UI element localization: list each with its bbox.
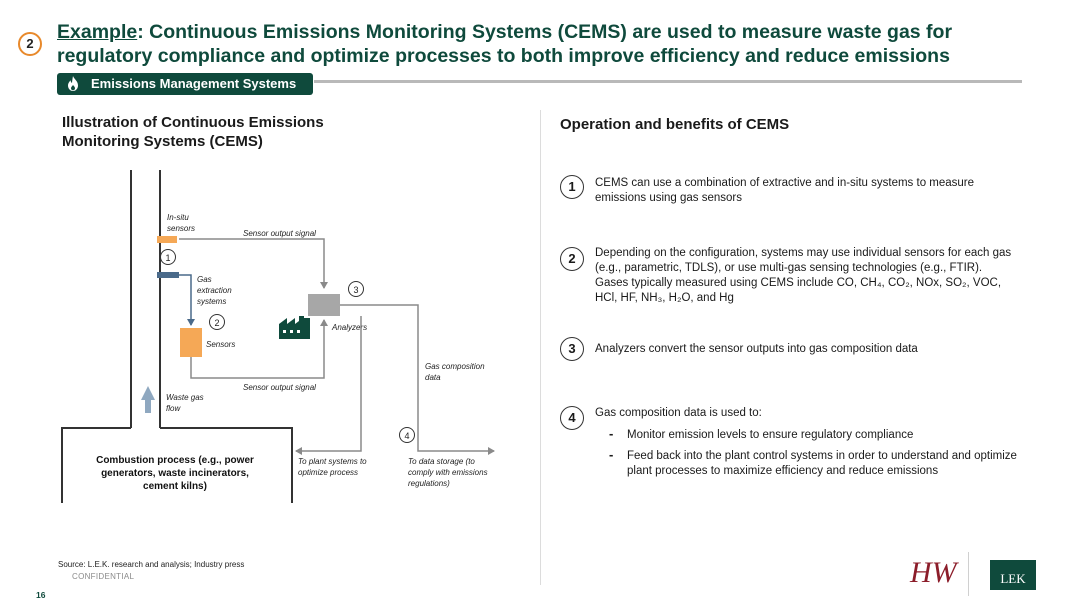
- title-example-label: Example: [57, 21, 138, 43]
- bullet-dash: -: [609, 426, 614, 441]
- title-rule: [314, 80, 1022, 83]
- sensors-label: Sensors: [206, 340, 235, 349]
- diagram-heading: Illustration of Continuous Emissions Mon…: [62, 114, 324, 150]
- sensors-box: [180, 328, 202, 357]
- data-to-plant-line: [295, 316, 362, 455]
- analyzers-label: Analyzers: [331, 323, 367, 332]
- sensor-output-signal-bottom: Sensor output signal: [243, 383, 316, 392]
- gas-extraction-label: Gas extraction systems: [197, 275, 232, 306]
- combustion-box: [61, 427, 131, 503]
- data-to-storage-line: [340, 304, 495, 455]
- page-number: 16: [36, 590, 46, 600]
- column-divider: [540, 110, 541, 585]
- benefit-bullet-1: - Monitor emission levels to ensure regul…: [609, 426, 1027, 443]
- bullet-dash: -: [609, 447, 614, 462]
- benefit-number-4: 4: [560, 406, 584, 430]
- diagram-marker-1-label: 1: [165, 253, 170, 263]
- benefit-text-2: Depending on the configuration, systems …: [595, 247, 1012, 304]
- source-note: Source: L.E.K. research and analysis; In…: [58, 560, 245, 569]
- benefit-number-2: 2: [560, 247, 584, 271]
- page-title: Example: Continuous Emissions Monitoring…: [57, 20, 1047, 68]
- benefit-bullet-1-text: Monitor emission levels to ensure regula…: [627, 429, 914, 441]
- diagram-marker-4: [399, 427, 415, 443]
- analyzer-box: [308, 294, 340, 316]
- extraction-line: [178, 274, 195, 326]
- benefit-text-4: Gas composition data is used to:: [595, 407, 762, 419]
- benefit-number-3: 3: [560, 337, 584, 361]
- diagram-marker-3: [348, 281, 364, 297]
- title-text: : Continuous Emissions Monitoring System…: [57, 21, 953, 67]
- benefits-heading: Operation and benefits of CEMS: [560, 116, 790, 133]
- benefit-number-1: 1: [560, 175, 584, 199]
- sensor-output-signal-top: Sensor output signal: [243, 229, 316, 238]
- cems-diagram: In-situ sensors Sensor output signal 1 Ga…: [61, 170, 495, 503]
- to-plant-systems-label: To plant systems to optimize process: [298, 457, 367, 477]
- to-data-storage-label: To data storage (to comply with emissions…: [408, 457, 488, 488]
- benefit-text-1: CEMS can use a combination of extractive…: [595, 177, 975, 204]
- diagram-marker-2-label: 2: [214, 318, 219, 328]
- section-badge: 2: [18, 32, 42, 56]
- sensor-signal-bottom: [190, 319, 328, 379]
- combustion-process-label: Combustion process (e.g., power generator…: [96, 455, 254, 492]
- waste-gas-flow-label: Waste gas flow: [166, 393, 204, 413]
- benefit-bullet-2: - Feed back into the plant control system…: [609, 447, 1027, 479]
- benefit-bullet-2-text: Feed back into the plant control systems…: [627, 450, 1017, 477]
- hw-logo: HW: [910, 556, 957, 589]
- diagram-marker-1: [160, 249, 176, 265]
- gas-extraction-probe: [157, 272, 179, 278]
- category-tag: Emissions Management Systems: [57, 73, 313, 95]
- diagram-marker-3-label: 3: [353, 285, 358, 295]
- category-tag-label: Emissions Management Systems: [91, 76, 297, 91]
- logo-divider: [968, 552, 969, 596]
- in-situ-sensor: [157, 236, 177, 243]
- diagram-marker-4-label: 4: [404, 431, 409, 441]
- in-situ-sensors-label: In-situ sensors: [167, 213, 195, 233]
- factory-icon: [279, 316, 310, 339]
- waste-gas-flow-arrow: [141, 386, 155, 413]
- diagram-marker-2: [209, 314, 225, 330]
- flame-icon: [68, 76, 78, 91]
- benefit-text-3: Analyzers convert the sensor outputs int…: [595, 343, 918, 355]
- gas-composition-data-label: Gas composition data: [425, 362, 485, 382]
- sensor-signal-top: [179, 238, 328, 289]
- lek-logo: LEK: [990, 560, 1036, 590]
- confidential-label: CONFIDENTIAL: [72, 572, 135, 581]
